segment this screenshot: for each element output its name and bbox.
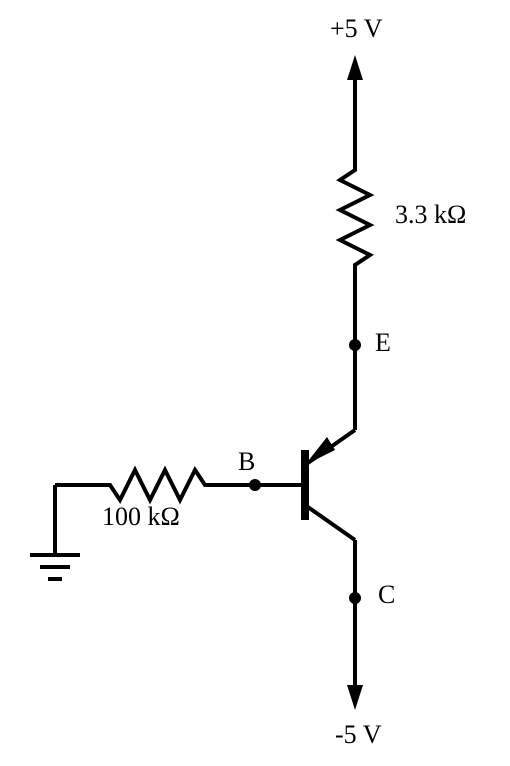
ground-symbol [30,555,80,579]
bottom-arrow [347,685,363,710]
top-arrow [347,55,363,130]
node-b-dot [249,479,261,491]
circuit-diagram [0,0,510,766]
resistor-emitter-label: 3.3 kΩ [395,200,466,230]
transistor [260,430,355,540]
base-resistor [100,470,215,500]
supply-bottom-label: -5 V [335,720,381,750]
node-b-label: B [238,447,255,477]
node-e-label: E [375,328,391,358]
emitter-resistor [340,160,370,275]
supply-top-label: +5 V [330,14,382,44]
node-c-label: C [378,580,395,610]
resistor-base-label: 100 kΩ [102,502,180,532]
